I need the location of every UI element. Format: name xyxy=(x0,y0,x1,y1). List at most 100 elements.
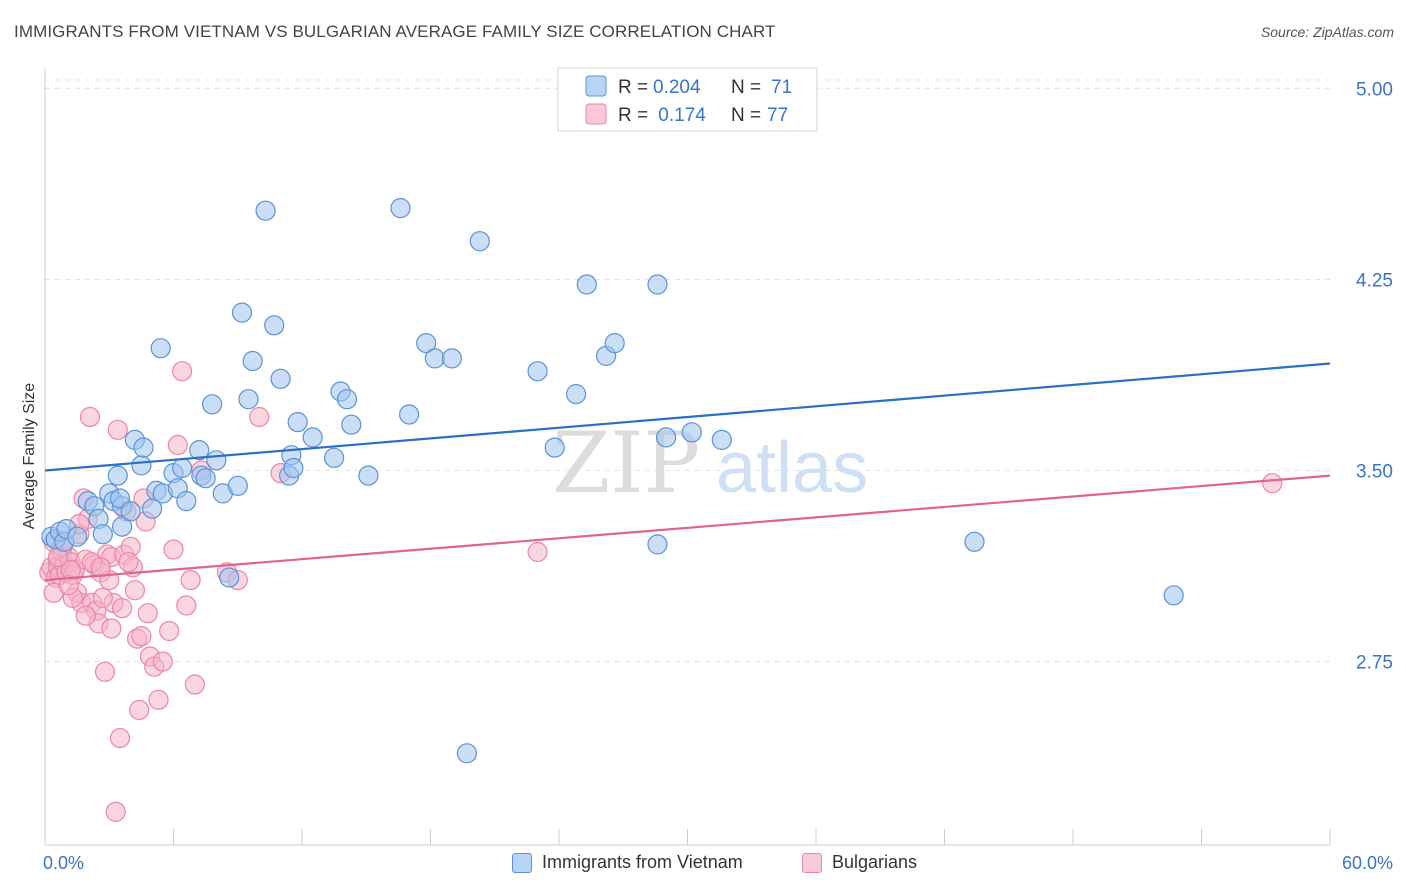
vietnam-point-54 xyxy=(416,333,437,354)
bulgarians-point-71 xyxy=(90,557,111,578)
vietnam-point-19 xyxy=(133,437,154,458)
vietnam-point-41 xyxy=(270,368,291,389)
bulgarians-point-33 xyxy=(109,727,131,749)
bulgarians-point-69 xyxy=(75,605,96,626)
vietnam-point-39 xyxy=(255,200,276,221)
legend-n-label-vietnam: N = xyxy=(731,77,761,98)
vietnam-point-55 xyxy=(424,348,445,369)
y-tick-label-0: 5.00 xyxy=(1356,79,1393,100)
vietnam-point-18 xyxy=(131,455,152,476)
y-tick-label-1: 4.25 xyxy=(1356,270,1393,291)
vietnam-point-59 xyxy=(527,361,548,382)
trend-lines xyxy=(44,362,1331,582)
legend-stats: R = 0.204 N = 71 R = 0.174 N = 77 xyxy=(557,67,818,132)
legend-swatch-bulgarians xyxy=(802,852,822,873)
bulgarians-point-52 xyxy=(172,361,193,382)
x-tick-label-1: 60.0% xyxy=(1342,853,1393,873)
bulgarians-point-51 xyxy=(167,434,188,456)
legend-n-value-bulgarians: 77 xyxy=(767,105,788,126)
tick-labels: 5.00 4.25 3.50 2.75 0.0% 60.0% xyxy=(43,79,1393,873)
legend-label-vietnam: Immigrants from Vietnam xyxy=(542,852,743,872)
legend-swatch-bulgarians xyxy=(585,103,607,125)
bulgarians-point-62 xyxy=(92,587,113,609)
vietnam-point-12 xyxy=(107,465,128,486)
legend-label-bulgarians: Bulgarians xyxy=(832,852,918,872)
bulgarians-point-63 xyxy=(118,552,139,573)
legend-n-value-vietnam: 71 xyxy=(771,77,792,98)
source-label: Source: ZipAtlas.com xyxy=(1260,24,1394,40)
vietnam-point-36 xyxy=(231,302,253,323)
legend-swatch-vietnam xyxy=(585,75,607,97)
vietnam-point-5 xyxy=(66,526,88,547)
vietnam-point-32 xyxy=(206,450,227,471)
vietnam-point-9 xyxy=(92,524,113,545)
vietnam-point-40 xyxy=(264,315,285,336)
vietnam-point-35 xyxy=(227,475,248,496)
legend-n-label-bulgarians: N = xyxy=(731,105,761,126)
trend-line-bulgarians xyxy=(44,474,1331,582)
vietnam-point-71 xyxy=(1163,585,1184,606)
vietnam-point-70 xyxy=(964,531,985,552)
vietnam-point-66 xyxy=(647,534,668,555)
vietnam-point-38 xyxy=(242,350,263,372)
watermark: ZIP atlas xyxy=(552,414,868,512)
vietnam-point-62 xyxy=(576,274,597,295)
bulgarians-point-48 xyxy=(152,651,173,672)
bulgarians-point-34 xyxy=(111,597,133,619)
y-axis-label: Average Family Size xyxy=(21,383,38,530)
vietnam-point-28 xyxy=(189,440,210,461)
vietnam-point-69 xyxy=(711,429,732,450)
legend-item-bulgarians[interactable]: Bulgarians xyxy=(802,852,917,873)
vietnam-point-37 xyxy=(238,389,259,410)
legend-item-vietnam[interactable]: Immigrants from Vietnam xyxy=(512,852,743,873)
x-tick-label-0: 0.0% xyxy=(43,853,84,873)
bulgarians-point-26 xyxy=(94,661,116,682)
vietnam-point-61 xyxy=(565,384,587,405)
legend-r-label-bulgarians: R = xyxy=(618,105,648,126)
bulgarians-point-53 xyxy=(176,595,197,616)
vietnam-point-44 xyxy=(283,457,304,479)
legend-r-value-bulgarians: 0.174 xyxy=(653,105,706,126)
legend-r-value-vietnam: 0.204 xyxy=(653,77,701,98)
y-tick-label-3: 2.75 xyxy=(1356,653,1393,674)
bulgarians-point-76 xyxy=(101,618,122,639)
vietnam-point-27 xyxy=(176,491,197,512)
vietnam-point-64 xyxy=(604,333,625,354)
bulgarians-point-68 xyxy=(137,603,158,624)
vietnam-point-58 xyxy=(469,231,490,252)
bulgarians-point-55 xyxy=(184,674,205,695)
vietnam-point-22 xyxy=(150,338,171,359)
bulgarians-point-42 xyxy=(131,625,152,647)
vietnam-point-31 xyxy=(202,394,223,415)
bulgarians-point-54 xyxy=(180,569,201,591)
bulgarians-point-75 xyxy=(1262,473,1283,494)
bulgarians-point-20 xyxy=(79,406,101,428)
vietnam-point-30 xyxy=(195,468,216,489)
vietnam-point-56 xyxy=(441,348,462,369)
vietnam-point-52 xyxy=(390,198,411,219)
watermark-atlas: atlas xyxy=(716,428,868,508)
vietnam-point-51 xyxy=(358,465,379,486)
legend-bottom: Immigrants from Vietnam Bulgarians xyxy=(0,852,1406,878)
bulgarians-point-39 xyxy=(124,580,145,601)
bulgarians-point-41 xyxy=(129,699,150,721)
vietnam-point-65 xyxy=(647,274,668,295)
chart-title: IMMIGRANTS FROM VIETNAM VS BULGARIAN AVE… xyxy=(14,22,776,41)
vietnam-point-46 xyxy=(302,427,323,448)
vietnam-point-68 xyxy=(681,422,702,443)
bulgarians-point-47 xyxy=(148,689,169,710)
bulgarians-point-74 xyxy=(527,541,548,563)
vietnam-point-47 xyxy=(324,447,345,468)
vietnam-point-16 xyxy=(120,501,141,522)
watermark-zip: ZIP xyxy=(552,414,700,512)
vietnam-point-53 xyxy=(399,404,420,425)
vietnam-point-45 xyxy=(287,412,308,433)
legend-swatch-vietnam xyxy=(512,852,532,873)
bulgarians-point-59 xyxy=(249,406,270,428)
vietnam-point-15 xyxy=(111,516,133,537)
vietnam-point-26 xyxy=(172,457,193,479)
vietnam-point-57 xyxy=(456,743,477,764)
legend-r-label-vietnam: R = xyxy=(618,77,648,98)
trend-line-vietnam xyxy=(44,362,1331,472)
